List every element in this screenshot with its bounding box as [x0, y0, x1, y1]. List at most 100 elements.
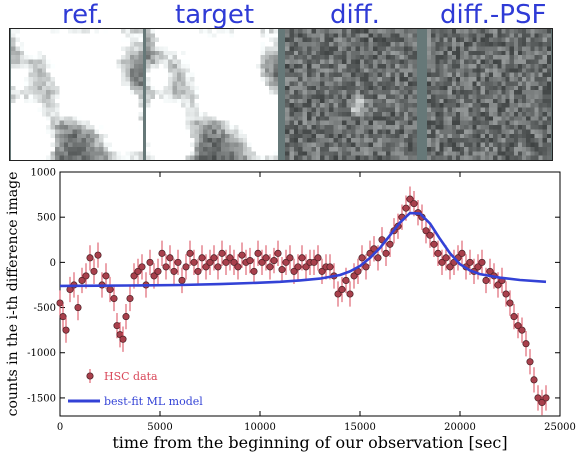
data-point: [86, 254, 94, 262]
data-point: [278, 266, 286, 274]
data-point: [370, 245, 378, 253]
data-point: [166, 254, 174, 262]
data-point: [346, 290, 354, 298]
data-point: [150, 272, 158, 280]
data-point: [514, 322, 522, 330]
data-point: [494, 281, 502, 289]
data-point: [302, 263, 310, 271]
stamp-diff-psf-image: [427, 29, 551, 160]
data-point: [422, 227, 430, 235]
data-point: [290, 267, 298, 275]
data-point: [542, 394, 550, 402]
legend-label-data: HSC data: [104, 370, 158, 383]
panel-title-ref: ref.: [62, 0, 104, 30]
data-point: [522, 340, 530, 348]
data-point: [230, 258, 238, 266]
legend: HSC data best-fit ML model: [68, 369, 203, 408]
data-point: [358, 254, 366, 262]
data-point: [458, 249, 466, 257]
data-point: [106, 285, 114, 294]
data-point: [382, 249, 390, 257]
data-point: [238, 251, 246, 259]
data-point: [74, 304, 82, 312]
data-point: [374, 254, 382, 262]
data-point: [56, 299, 64, 307]
data-point: [430, 240, 438, 248]
y-axis-label: counts in the i-th difference image: [5, 172, 21, 417]
data-point: [130, 272, 138, 280]
y-tick-label: 1000: [31, 168, 56, 179]
data-point: [434, 249, 442, 257]
data-point: [518, 326, 526, 334]
data-point: [226, 254, 234, 262]
x-axis-label: time from the beginning of our observati…: [112, 433, 507, 452]
data-point: [110, 294, 118, 303]
data-point: [174, 258, 182, 266]
data-point: [119, 335, 127, 343]
data-point: [386, 240, 394, 248]
data-point: [182, 263, 190, 271]
data-point: [59, 313, 67, 321]
data-point: [286, 254, 294, 262]
data-point: [210, 254, 218, 262]
data-point: [402, 204, 410, 212]
data-point: [198, 254, 206, 262]
data-point: [78, 276, 86, 284]
y-tick-label: -1500: [27, 393, 56, 404]
panel-title-diff: diff.: [330, 0, 380, 30]
data-point: [506, 299, 514, 307]
data-point: [334, 290, 342, 298]
data-point: [438, 258, 446, 266]
data-point: [102, 272, 110, 280]
data-point: [214, 263, 222, 271]
x-tick-label: 20000: [444, 422, 476, 433]
data-point: [254, 249, 262, 257]
data-point: [282, 258, 290, 266]
data-point: [158, 249, 166, 257]
data-point: [162, 263, 170, 271]
model-series: [59, 211, 547, 288]
panel-title-diff-psf: diff.-PSF: [440, 0, 547, 30]
data-point: [326, 263, 334, 271]
x-tick-label: 15000: [344, 422, 376, 433]
x-tick-label: 10000: [244, 422, 276, 433]
data-point: [474, 263, 482, 271]
x-tick-label: 0: [57, 422, 63, 433]
data-point: [314, 254, 322, 262]
data-point: [338, 285, 346, 294]
data-point: [122, 313, 130, 321]
data-point: [186, 249, 194, 257]
data-point: [310, 258, 318, 266]
data-point: [113, 322, 121, 330]
axis-ticks: 0 5000 10000 15000 20000 25000 -1500 -1000 -500 0…: [27, 168, 576, 434]
data-point: [134, 267, 142, 275]
legend-point-sample: [86, 372, 94, 380]
data-point: [478, 258, 486, 266]
data-point: [502, 290, 510, 298]
data-point: [410, 200, 418, 208]
data-point: [202, 263, 210, 271]
data-point: [534, 394, 542, 402]
stamp-ref-image: [11, 29, 143, 160]
data-point: [298, 254, 306, 262]
legend-label-model: best-fit ML model: [104, 395, 203, 408]
stamp-target-image: [146, 29, 278, 160]
y-tick-label: -1000: [27, 348, 56, 359]
image-stamps-strip: [9, 28, 553, 161]
model-line: [59, 211, 547, 288]
y-tick-label: -500: [34, 303, 56, 314]
data-point: [538, 398, 546, 406]
data-point: [234, 263, 242, 271]
data-point: [442, 254, 450, 262]
data-point: [178, 276, 186, 284]
data-point: [194, 267, 202, 275]
data-point: [82, 272, 90, 280]
x-tick-label: 25000: [544, 422, 576, 433]
panel-title-target: target: [175, 0, 255, 30]
data-point: [406, 195, 414, 203]
data-point: [138, 263, 146, 271]
data-point: [94, 251, 102, 259]
data-point: [266, 263, 274, 271]
data-point: [362, 263, 370, 271]
